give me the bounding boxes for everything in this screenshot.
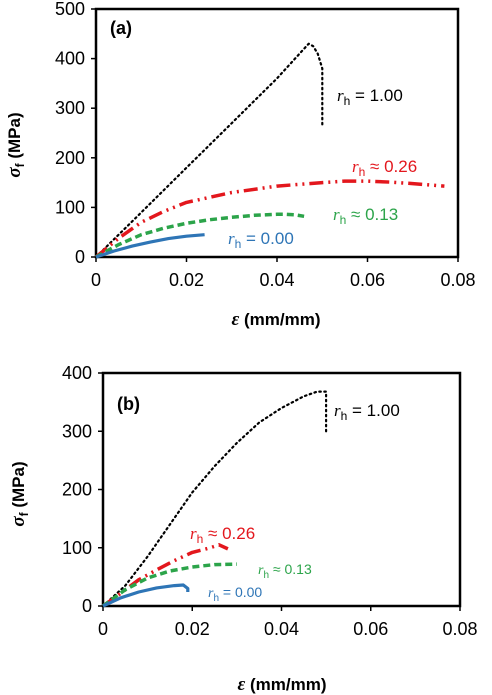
series-line-rh-0-00	[95, 233, 205, 259]
y-tick-label: 400	[55, 49, 85, 69]
series-line-rh-0-00	[102, 583, 190, 608]
series-line-rh-1-00	[101, 390, 328, 608]
panel-label: (b)	[117, 394, 140, 414]
x-tick-label: 0	[98, 619, 108, 639]
panel-b: 0 100 200 300 400 0 0.02 0.04 0.06 0.08 rh = 1.00 r…	[8, 363, 478, 695]
x-axis-label: ε (mm/mm)	[231, 309, 320, 330]
series-label-rh-1-00: rh = 1.00	[334, 401, 400, 423]
x-tick-label: 0.04	[264, 619, 299, 639]
series-line-rh-0-26	[94, 179, 445, 259]
x-axis-label: ε (mm/mm)	[237, 674, 326, 695]
y-tick-label: 300	[62, 421, 92, 441]
x-tick-label: 0.02	[169, 270, 204, 290]
series-line-rh-0-13	[101, 562, 237, 608]
series-label-rh-1-00: rh = 1.00	[337, 86, 403, 108]
series-label-rh-0-13: rh ≈ 0.13	[333, 205, 398, 227]
series-label-rh-0-00: rh = 0.00	[208, 584, 262, 604]
y-tick-label: 500	[55, 0, 85, 19]
x-tick-label: 0.06	[353, 619, 388, 639]
y-axis-label: σf (MPa)	[4, 112, 27, 177]
y-tick-label: 0	[82, 596, 92, 616]
series-label-rh-0-00: rh = 0.00	[228, 229, 294, 251]
series-label-rh-0-26: rh ≈ 0.26	[190, 524, 255, 546]
x-tick-label: 0.06	[350, 270, 385, 290]
y-tick-label: 400	[62, 363, 92, 383]
x-tick-label: 0.08	[440, 270, 475, 290]
x-tick-label: 0.02	[175, 619, 210, 639]
y-tick-label: 100	[55, 197, 85, 217]
panel-a: 0 100 200 300 400 500 0 0.02 0.04 0.06 0.08 rh = 1.…	[4, 0, 476, 330]
y-tick-label: 200	[62, 480, 92, 500]
x-tick-label: 0.04	[259, 270, 294, 290]
y-axis-label: σf (MPa)	[8, 461, 31, 526]
series-label-rh-0-13: rh ≈ 0.13	[258, 561, 312, 581]
y-tick-label: 0	[75, 247, 85, 267]
series-line-rh-1-00	[94, 42, 324, 259]
panel-label: (a)	[110, 18, 132, 38]
series-label-rh-0-26: rh ≈ 0.26	[352, 157, 417, 179]
x-tick-label: 0.08	[442, 619, 477, 639]
y-tick-label: 300	[55, 98, 85, 118]
y-tick-label: 200	[55, 148, 85, 168]
x-tick-label: 0	[91, 270, 101, 290]
series-line-rh-0-13	[95, 212, 305, 259]
y-tick-label: 100	[62, 538, 92, 558]
